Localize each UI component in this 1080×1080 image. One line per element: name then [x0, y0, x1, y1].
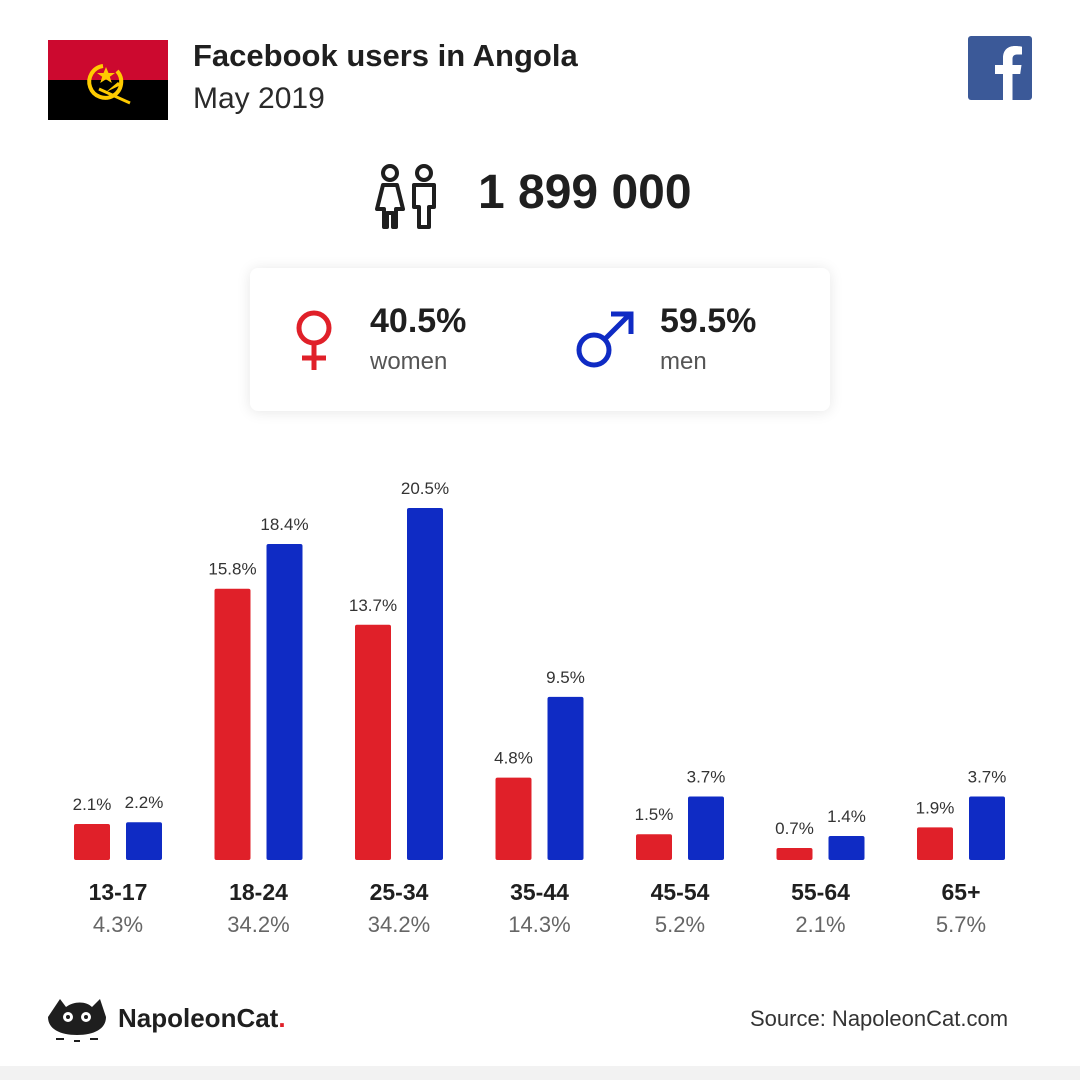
- bar-women-25-34: [355, 624, 391, 860]
- bar-men-18-24: [266, 544, 303, 860]
- bar-women-13-17: [74, 823, 110, 860]
- bar-label-men-35-44: 9.5%: [546, 668, 585, 687]
- bar-label-women-55-64: 0.7%: [775, 819, 814, 838]
- category-total-13-17: 4.3%: [93, 912, 143, 937]
- male-icon: [576, 311, 634, 368]
- angola-flag-icon: [48, 40, 168, 120]
- facebook-icon: [968, 36, 1032, 100]
- bar-women-18-24: [214, 588, 251, 860]
- category-total-45-54: 5.2%: [655, 912, 705, 937]
- bar-label-women-45-54: 1.5%: [635, 805, 674, 824]
- women-percent: 40.5%: [370, 302, 467, 340]
- category-label-25-34: 25-34: [370, 879, 429, 905]
- category-total-55-64: 2.1%: [795, 912, 845, 937]
- category-total-18-24: 34.2%: [227, 912, 289, 937]
- category-label-13-17: 13-17: [89, 879, 148, 905]
- category-total-25-34: 34.2%: [368, 912, 430, 937]
- footer-strip: [0, 1066, 1080, 1080]
- category-total-35-44: 14.3%: [508, 912, 570, 937]
- brand-dot: .: [278, 1003, 286, 1033]
- napoleoncat-logo-icon: [48, 999, 106, 1042]
- people-icon: [375, 164, 436, 229]
- men-label: men: [660, 348, 707, 375]
- bar-men-13-17: [126, 822, 162, 860]
- women-label: women: [370, 348, 448, 375]
- gender-card: [250, 268, 830, 411]
- category-label-35-44: 35-44: [510, 879, 569, 905]
- bar-label-men-13-17: 2.2%: [125, 793, 164, 812]
- category-label-55-64: 55-64: [791, 879, 850, 905]
- bar-women-65+: [917, 827, 953, 860]
- bar-label-women-65+: 1.9%: [916, 798, 955, 817]
- bar-label-men-65+: 3.7%: [968, 767, 1007, 786]
- bar-label-men-45-54: 3.7%: [687, 767, 726, 786]
- brand-name: NapoleonCat.: [118, 1003, 286, 1034]
- bar-men-45-54: [688, 796, 724, 860]
- category-total-65+: 5.7%: [936, 912, 986, 937]
- source-text: Source: NapoleonCat.com: [750, 1006, 1009, 1031]
- bar-women-55-64: [776, 847, 813, 860]
- category-label-18-24: 18-24: [229, 879, 288, 905]
- brand-text: NapoleonCat: [118, 1003, 279, 1033]
- bar-men-55-64: [828, 835, 865, 860]
- total-users: 1 899 000: [478, 166, 692, 219]
- bar-label-men-18-24: 18.4%: [260, 515, 308, 534]
- bar-label-women-35-44: 4.8%: [494, 749, 533, 768]
- bar-men-25-34: [407, 508, 443, 860]
- age-gender-bar-chart: 2.1% 2.2% 13-17 4.3% 15.8% 18.4% 18-24 34.2% 13.…: [73, 479, 1007, 937]
- category-label-65+: 65+: [941, 879, 980, 905]
- page-title: Facebook users in Angola: [193, 38, 578, 73]
- bar-women-35-44: [495, 777, 532, 860]
- bar-label-men-25-34: 20.5%: [401, 479, 449, 498]
- bar-label-women-18-24: 15.8%: [208, 560, 256, 579]
- men-percent: 59.5%: [660, 302, 757, 340]
- female-icon: [296, 310, 332, 370]
- bar-men-35-44: [547, 696, 584, 860]
- bar-label-women-13-17: 2.1%: [73, 795, 112, 814]
- page-subtitle: May 2019: [193, 82, 325, 115]
- bar-label-women-25-34: 13.7%: [349, 596, 397, 615]
- bar-women-45-54: [636, 834, 672, 860]
- bar-men-65+: [969, 796, 1005, 860]
- bar-label-men-55-64: 1.4%: [827, 807, 866, 826]
- category-label-45-54: 45-54: [651, 879, 710, 905]
